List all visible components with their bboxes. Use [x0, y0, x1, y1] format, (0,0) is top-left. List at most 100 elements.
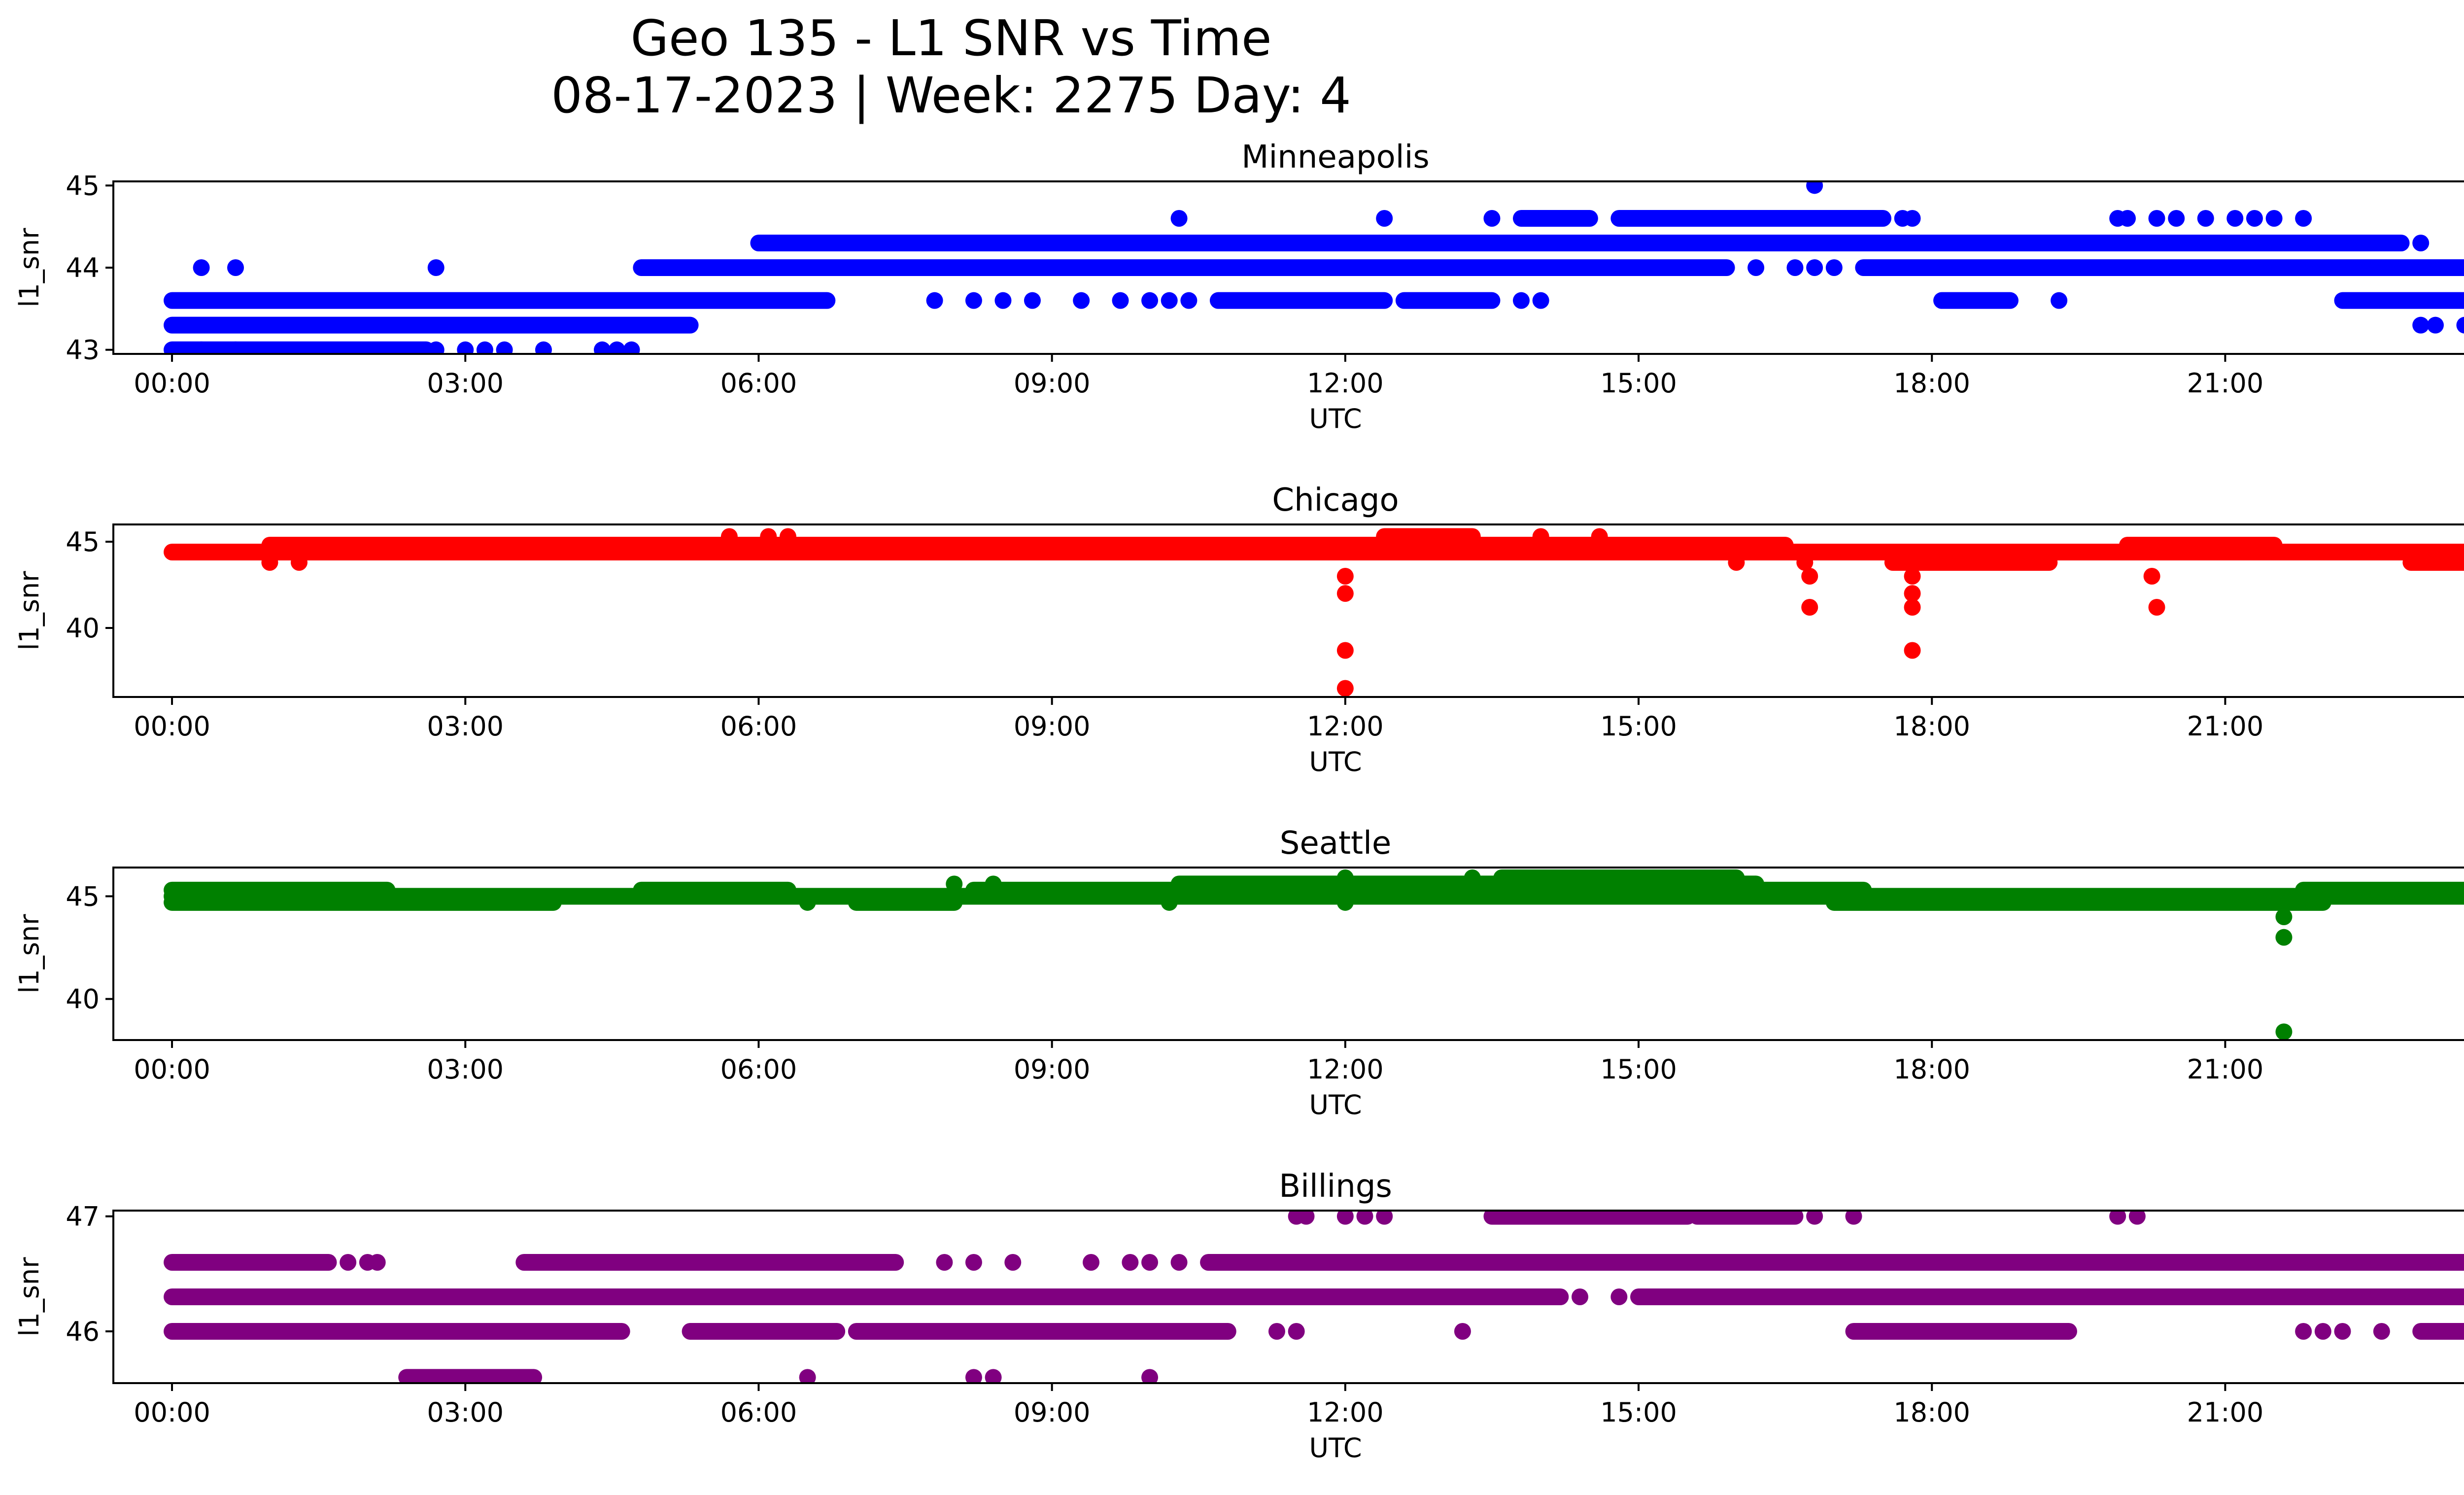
x-tick-label: 18:00 — [1893, 368, 1970, 399]
data-point — [1336, 568, 1354, 585]
data-point — [2128, 1211, 2146, 1225]
y-axis-label: l1_snr — [14, 571, 45, 651]
scatter-points — [164, 181, 2464, 354]
data-point — [965, 292, 982, 309]
data-point — [985, 875, 1002, 893]
data-point — [1376, 210, 1393, 227]
data-point — [1336, 642, 1354, 659]
data-point — [2373, 1323, 2390, 1340]
subplots: Minneapolis 00:00 03:00 06:00 09:00 12:00 15:0… — [14, 139, 2464, 1463]
data-point — [193, 341, 210, 354]
x-tick-label: 18:00 — [1893, 1397, 1970, 1428]
x-tick-label: 09:00 — [1014, 711, 1091, 742]
x-axis-label: UTC — [1309, 403, 1362, 434]
data-point — [1904, 568, 1921, 585]
scatter-points — [164, 1211, 2464, 1383]
data-point — [1591, 528, 1608, 545]
data-point — [2226, 210, 2244, 227]
x-tick-label: 03:00 — [427, 711, 504, 742]
data-point — [1170, 1254, 1188, 1271]
x-tick-label: 12:00 — [1307, 1397, 1384, 1428]
y-tick-label: 45 — [66, 170, 100, 201]
plot-frame — [112, 523, 2464, 698]
data-point — [1801, 568, 1818, 585]
data-point — [1786, 259, 1804, 276]
data-point — [427, 259, 445, 276]
data-point — [427, 341, 445, 354]
data-point — [1141, 1254, 1159, 1271]
data-point — [1024, 292, 1041, 309]
data-point — [2246, 210, 2263, 227]
data-point — [2109, 1211, 2126, 1225]
data-point — [1747, 259, 1765, 276]
data-point — [2412, 235, 2430, 251]
x-tick-label: 00:00 — [134, 1054, 210, 1085]
data-point — [1904, 210, 1921, 227]
y-tick-label: 45 — [66, 526, 100, 557]
data-point — [1112, 292, 1129, 309]
subplot-title: Minneapolis — [1241, 139, 1429, 175]
x-tick-label: 09:00 — [1014, 1054, 1091, 1085]
data-point — [779, 528, 796, 545]
x-tick-label: 03:00 — [427, 1397, 504, 1428]
data-point — [2295, 1323, 2312, 1340]
figure-title-line1: Geo 135 - L1 SNR vs Time — [631, 9, 1272, 67]
x-tick-label: 15:00 — [1600, 1397, 1677, 1428]
plot-frame — [112, 1210, 2464, 1384]
subplot-minneapolis: Minneapolis 00:00 03:00 06:00 09:00 12:00 15:0… — [14, 139, 2464, 434]
data-point — [1288, 1323, 1305, 1340]
scatter-points — [164, 528, 2464, 697]
data-point — [985, 1369, 1002, 1383]
x-tick-label: 00:00 — [134, 368, 210, 399]
data-point — [623, 341, 640, 354]
x-tick-label: 12:00 — [1307, 368, 1384, 399]
data-point — [594, 341, 611, 354]
data-point — [760, 528, 777, 545]
data-point — [2275, 1023, 2293, 1040]
data-point — [476, 341, 493, 354]
x-axis-label: UTC — [1309, 746, 1362, 777]
data-point — [2275, 908, 2293, 925]
y-tick-label: 40 — [66, 613, 100, 644]
data-point — [1904, 585, 1921, 602]
y-tick-label: 47 — [66, 1201, 100, 1232]
data-point — [1336, 585, 1354, 602]
x-tick-label: 06:00 — [720, 711, 797, 742]
data-point — [1268, 1323, 1285, 1340]
x-tick-label: 21:00 — [2187, 368, 2264, 399]
data-point — [965, 1254, 982, 1271]
data-point — [193, 259, 210, 276]
data-point — [1454, 1323, 1471, 1340]
data-point — [1801, 599, 1818, 616]
data-point — [2168, 210, 2185, 227]
y-tick-label: 43 — [66, 335, 100, 366]
scatter-points — [164, 869, 2464, 1040]
data-point — [1845, 1211, 1862, 1225]
data-point — [1572, 1288, 1588, 1305]
subplot-billings: Billings 00:00 03:00 06:00 09:00 12:00 15:00 18… — [14, 1168, 2464, 1463]
data-point — [1376, 1211, 1393, 1225]
data-point — [2275, 929, 2293, 946]
data-point — [1083, 1254, 1099, 1271]
y-axis-label: l1_snr — [14, 1257, 45, 1337]
x-tick-label: 21:00 — [2187, 711, 2264, 742]
data-point — [2119, 210, 2136, 227]
x-tick-label: 03:00 — [427, 368, 504, 399]
data-point — [496, 341, 513, 354]
x-tick-label: 21:00 — [2187, 1054, 2264, 1085]
data-point — [2456, 316, 2464, 334]
x-tick-label: 15:00 — [1600, 1054, 1677, 1085]
data-point — [926, 292, 943, 309]
data-point — [1336, 680, 1354, 697]
x-tick-label: 06:00 — [720, 368, 797, 399]
x-tick-label: 15:00 — [1600, 711, 1677, 742]
subplot-title: Seattle — [1280, 825, 1392, 862]
x-tick-label: 00:00 — [134, 711, 210, 742]
plot-frame — [112, 867, 2464, 1041]
data-point — [1298, 1211, 1315, 1225]
x-tick-label: 21:00 — [2187, 1397, 2264, 1428]
data-point — [1532, 528, 1549, 545]
data-point — [1464, 869, 1481, 886]
data-point — [1796, 554, 1814, 571]
